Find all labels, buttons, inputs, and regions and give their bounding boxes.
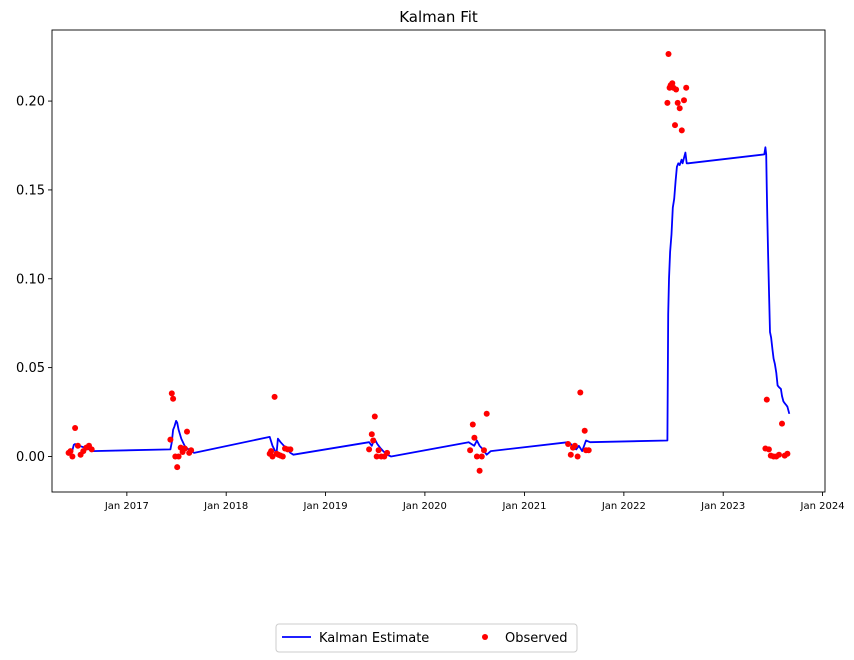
y-tick-label: 0.15 bbox=[16, 183, 45, 198]
y-tick-label: 0.00 bbox=[16, 450, 45, 465]
plot-content bbox=[65, 51, 791, 474]
observed-point bbox=[674, 99, 681, 106]
observed-point bbox=[567, 451, 574, 458]
x-tick-label: Jan 2021 bbox=[501, 501, 546, 512]
legend-observed-label: Observed bbox=[505, 631, 568, 646]
y-tick-label: 0.10 bbox=[16, 272, 45, 287]
observed-point bbox=[384, 449, 391, 456]
observed-point bbox=[72, 425, 79, 431]
observed-point bbox=[763, 396, 770, 403]
observed-point bbox=[175, 453, 182, 460]
observed-point bbox=[672, 122, 678, 129]
observed-point bbox=[366, 446, 373, 453]
observed-point bbox=[368, 431, 375, 438]
observed-point bbox=[676, 105, 683, 112]
legend-box bbox=[275, 623, 578, 653]
legend-estimate-label: Kalman Estimate bbox=[319, 631, 429, 646]
observed-point bbox=[784, 450, 791, 457]
observed-point bbox=[67, 448, 74, 455]
observed-point bbox=[574, 453, 581, 460]
observed-point bbox=[581, 427, 588, 434]
observed-point bbox=[69, 453, 76, 460]
observed-point bbox=[577, 389, 584, 396]
observed-point bbox=[664, 99, 671, 106]
x-tick-label: Jan 2022 bbox=[601, 501, 646, 512]
x-tick-label: Jan 2023 bbox=[700, 501, 745, 512]
observed-point bbox=[88, 446, 95, 453]
observed-point bbox=[168, 390, 175, 397]
y-axis: 0.00 0.05 0.10 0.15 0.20 bbox=[16, 95, 52, 465]
plot-area bbox=[51, 29, 826, 493]
observed-point bbox=[271, 393, 278, 400]
x-tick-label: Jan 2020 bbox=[402, 501, 447, 512]
observed-point bbox=[167, 436, 174, 443]
observed-point bbox=[170, 395, 177, 402]
observed-point bbox=[478, 453, 485, 460]
observed-point bbox=[467, 447, 474, 454]
x-tick-label: Jan 2024 bbox=[800, 501, 845, 512]
observed-point bbox=[287, 446, 294, 453]
observed-point bbox=[476, 467, 483, 474]
observed-point bbox=[678, 127, 685, 134]
observed-point bbox=[373, 453, 380, 460]
x-tick-label: Jan 2018 bbox=[203, 501, 248, 512]
x-tick-label: Jan 2017 bbox=[104, 501, 149, 512]
observed-point bbox=[571, 442, 578, 449]
observed-point bbox=[776, 451, 782, 458]
observed-point bbox=[469, 421, 476, 428]
observed-point bbox=[585, 447, 592, 454]
x-tick-label: Jan 2019 bbox=[303, 501, 348, 512]
observed-point bbox=[683, 84, 690, 91]
observed-point bbox=[268, 448, 275, 455]
observed-point bbox=[669, 80, 676, 87]
observed-point bbox=[371, 413, 378, 420]
observed-point bbox=[665, 51, 672, 57]
y-tick-label: 0.05 bbox=[16, 361, 45, 376]
observed-point bbox=[188, 447, 195, 454]
observed-point bbox=[779, 420, 785, 427]
observed-point bbox=[174, 464, 181, 471]
observed-point bbox=[184, 428, 190, 435]
legend: Kalman Estimate Observed bbox=[275, 623, 578, 653]
observed-point bbox=[74, 442, 81, 449]
legend-observed-swatch bbox=[482, 634, 488, 640]
x-axis: Jan 2017 Jan 2018 Jan 2019 Jan 2020 Jan 2021… bbox=[104, 492, 845, 512]
observed-point bbox=[483, 410, 490, 417]
observed-point bbox=[279, 453, 286, 460]
observed-point bbox=[375, 447, 382, 454]
observed-point bbox=[473, 453, 480, 460]
observed-point bbox=[471, 434, 478, 441]
observed-point bbox=[673, 86, 680, 93]
observed-point bbox=[681, 97, 687, 104]
observed-point bbox=[370, 437, 377, 444]
y-tick-label: 0.20 bbox=[16, 95, 45, 110]
kalman-estimate-line bbox=[68, 146, 791, 458]
observed-point bbox=[565, 441, 572, 447]
observed-point bbox=[181, 445, 188, 452]
chart-title: Kalman Fit bbox=[399, 8, 478, 26]
observed-point bbox=[481, 447, 487, 454]
observed-point bbox=[765, 446, 772, 453]
